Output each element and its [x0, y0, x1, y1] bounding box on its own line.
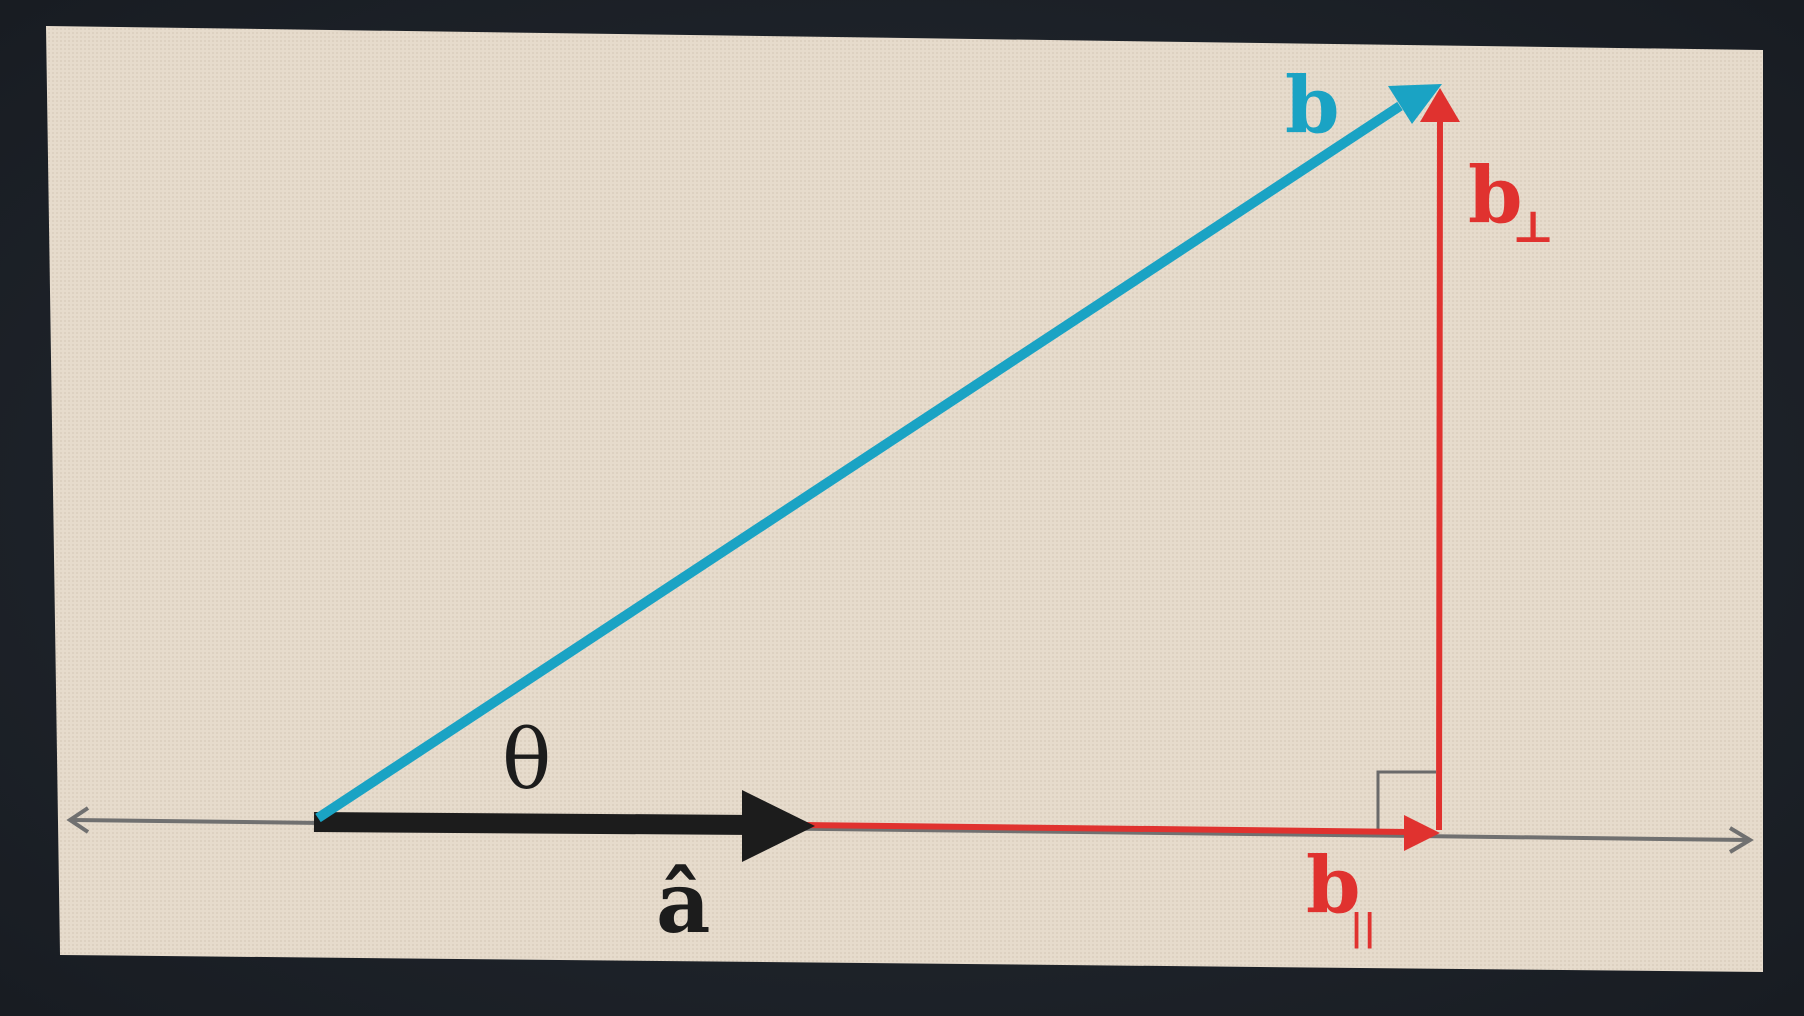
- label-b-parallel-main: b: [1306, 840, 1361, 931]
- b-vector: [315, 84, 1442, 823]
- label-b-perp-sub: ⊥: [1512, 202, 1554, 253]
- b-vector-arrowhead: [1388, 84, 1442, 124]
- b-perpendicular-vector: [1420, 88, 1460, 831]
- axis-left-arrowhead: [66, 806, 90, 834]
- label-theta: θ: [502, 713, 551, 808]
- label-a-hat: â: [656, 853, 710, 952]
- right-angle-marker: [1376, 770, 1436, 830]
- b-parallel-arrowhead: [1404, 815, 1440, 851]
- label-b-perp: b ⊥: [1468, 150, 1554, 253]
- a-hat-vector: [313, 790, 815, 862]
- label-b-perp-main: b: [1468, 150, 1523, 241]
- diagram-panel: [46, 26, 1763, 972]
- label-b-parallel-sub: ||: [1350, 907, 1376, 949]
- a-hat-arrowhead: [742, 790, 815, 862]
- axis-right-arrowhead: [1728, 826, 1754, 854]
- b-parallel-vector: [799, 815, 1440, 851]
- label-b: b: [1285, 60, 1340, 151]
- b-perpendicular-arrowhead: [1420, 88, 1460, 122]
- label-b-parallel: b ||: [1306, 840, 1376, 949]
